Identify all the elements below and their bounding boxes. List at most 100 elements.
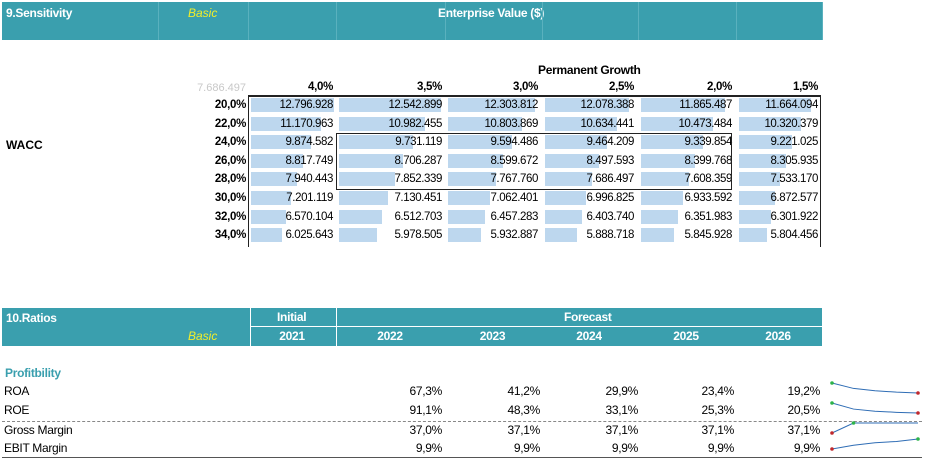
sparkline-low-marker [830, 447, 834, 451]
wacc-rate-label: 24,0% [214, 136, 246, 149]
ratio-value[interactable]: 37,1% [507, 423, 540, 437]
ratio-value[interactable]: 25,3% [701, 403, 734, 417]
sensitivity-cell[interactable]: 8.817.749 [285, 154, 333, 167]
sensitivity-basic-label: Basic [188, 6, 218, 20]
sensitivity-cell[interactable]: 9.339.854 [684, 136, 732, 149]
sensitivity-cell[interactable]: 5.978.505 [394, 229, 442, 242]
permanent-growth-label: Permanent Growth [538, 63, 641, 77]
ratio-value[interactable]: 91,1% [409, 403, 442, 417]
ratio-value[interactable]: 48,3% [507, 403, 540, 417]
sensitivity-cell[interactable]: 6.025.643 [285, 229, 333, 242]
sparkline-high-marker [830, 381, 834, 385]
value-bar [448, 209, 485, 224]
wacc-rate-label: 26,0% [214, 154, 246, 167]
sensitivity-cell[interactable]: 5.932.887 [490, 229, 538, 242]
ratio-value[interactable]: 37,1% [787, 423, 820, 437]
sensitivity-cell[interactable]: 8.497.593 [586, 154, 634, 167]
sensitivity-cell[interactable]: 7.767.760 [490, 173, 538, 186]
sensitivity-cell[interactable]: 12.542.899 [388, 99, 442, 111]
sensitivity-cell[interactable]: 11.664.094 [765, 99, 818, 111]
sensitivity-cell[interactable]: 10.320.379 [764, 117, 818, 130]
sensitivity-cell[interactable]: 5.845.928 [684, 229, 732, 242]
sensitivity-cell[interactable]: 9.874.582 [285, 136, 333, 149]
sensitivity-cell[interactable]: 6.512.703 [394, 210, 442, 223]
sensitivity-cell[interactable]: 8.399.768 [684, 154, 732, 167]
ratio-value[interactable]: 23,4% [701, 384, 734, 398]
sensitivity-cell[interactable]: 7.201.119 [286, 192, 333, 204]
ratio-value[interactable]: 9,9% [513, 441, 540, 455]
sensitivity-cell[interactable]: 12.303.812 [484, 99, 538, 111]
ratio-value[interactable]: 41,2% [507, 384, 540, 398]
sensitivity-cell[interactable]: 6.351.983 [684, 210, 732, 223]
grid-line [822, 2, 823, 40]
ratio-value[interactable]: 67,3% [409, 384, 442, 398]
sensitivity-cell[interactable]: 10.803.869 [484, 117, 538, 130]
forecast-label: Forecast [564, 310, 612, 324]
value-bar [448, 228, 481, 243]
sensitivity-cell[interactable]: 7.608.359 [684, 173, 732, 186]
sensitivity-cell[interactable]: 6.570.104 [285, 210, 333, 223]
sensitivity-cell[interactable]: 6.872.577 [770, 192, 818, 204]
value-bar [251, 209, 286, 224]
value-bar [339, 172, 395, 187]
ratios-header-divider [250, 326, 822, 327]
ratio-label: ROA [4, 384, 30, 398]
wacc-rate-label: 34,0% [214, 229, 246, 242]
sensitivity-cell[interactable]: 9.464.209 [586, 136, 634, 149]
sensitivity-cell[interactable]: 8.706.287 [394, 154, 442, 167]
sensitivity-cell[interactable]: 12.796.928 [279, 99, 333, 111]
sensitivity-cell[interactable]: 9.594.486 [490, 136, 538, 149]
grid-line [336, 2, 337, 40]
sensitivity-cell[interactable]: 6.403.740 [586, 210, 634, 223]
ratio-value[interactable]: 19,2% [787, 384, 820, 398]
ratio-value[interactable]: 37,0% [409, 423, 442, 437]
sensitivity-cell[interactable]: 6.301.922 [770, 210, 818, 223]
value-bar [545, 98, 629, 112]
sensitivity-cell[interactable]: 10.473.484 [678, 117, 732, 130]
sensitivity-cell[interactable]: 5.804.456 [770, 229, 818, 242]
ratios-basic-label: Basic [188, 329, 218, 343]
sensitivity-cell[interactable]: 11.170.963 [280, 117, 333, 130]
ratio-value[interactable]: 9,9% [415, 441, 442, 455]
sensitivity-cell[interactable]: 7.940.443 [285, 173, 333, 186]
ratio-value[interactable]: 9,9% [611, 441, 638, 455]
sensitivity-cell[interactable]: 7.686.497 [586, 173, 634, 186]
growth-rate-header: 4,0% [307, 81, 333, 93]
sensitivity-cell[interactable]: 6.933.592 [684, 192, 732, 204]
value-bar [641, 153, 695, 168]
sensitivity-cell[interactable]: 10.982.455 [388, 117, 442, 130]
value-bar [739, 172, 780, 187]
ratios-title: 10.Ratios [6, 311, 57, 325]
sensitivity-cell[interactable]: 7.062.401 [490, 192, 538, 204]
ratio-value[interactable]: 29,9% [605, 384, 638, 398]
ratio-value[interactable]: 37,1% [605, 423, 638, 437]
sensitivity-cell[interactable]: 10.634.441 [580, 117, 634, 130]
ratio-value[interactable]: 9,9% [793, 441, 820, 455]
sensitivity-cell[interactable]: 11.865.487 [679, 99, 732, 111]
sensitivity-cell[interactable]: 7.852.339 [394, 173, 442, 186]
sensitivity-cell[interactable]: 5.888.718 [586, 229, 634, 242]
sensitivity-cell[interactable]: 7.130.451 [394, 192, 442, 204]
sensitivity-cell[interactable]: 8.305.935 [770, 154, 818, 167]
value-bar [545, 116, 617, 131]
sensitivity-cell[interactable]: 7.533.170 [770, 173, 818, 186]
value-bar [448, 172, 496, 187]
value-bar [448, 191, 490, 205]
sensitivity-cell[interactable]: 9.731.119 [395, 136, 442, 149]
initial-label: Initial [277, 310, 307, 324]
growth-rate-header: 1,5% [792, 81, 818, 93]
value-bar [251, 172, 297, 187]
sensitivity-cell[interactable]: 9.221.025 [770, 136, 818, 149]
sensitivity-header-band [2, 2, 822, 40]
sensitivity-cell[interactable]: 12.078.388 [580, 99, 634, 111]
sensitivity-cell[interactable]: 8.599.672 [490, 154, 538, 167]
ratio-value[interactable]: 33,1% [605, 403, 638, 417]
ratio-value[interactable]: 20,5% [787, 403, 820, 417]
value-bar [739, 98, 811, 112]
year-header: 2024 [576, 329, 602, 343]
sensitivity-cell[interactable]: 6.457.283 [490, 210, 538, 223]
value-bar [251, 135, 311, 150]
sensitivity-cell[interactable]: 6.996.825 [586, 192, 634, 204]
ratio-value[interactable]: 9,9% [707, 441, 734, 455]
ratio-value[interactable]: 37,1% [701, 423, 734, 437]
